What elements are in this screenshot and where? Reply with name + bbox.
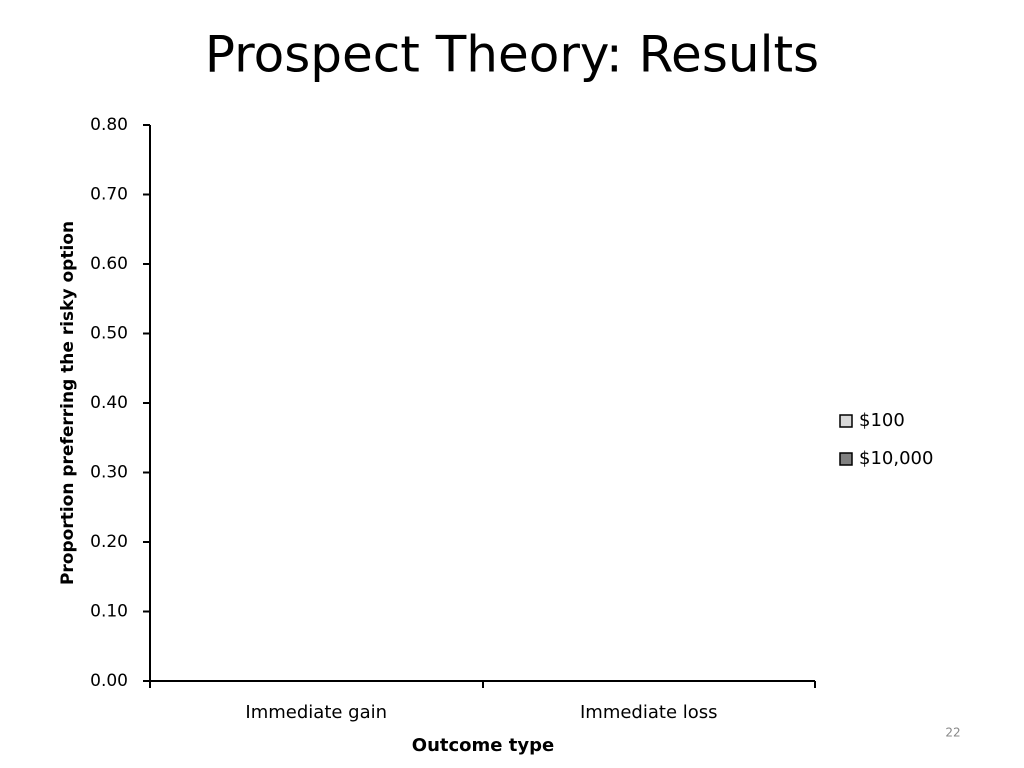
x-axis-label: Outcome type	[412, 735, 554, 756]
y-tick-label: 0.10	[90, 602, 128, 622]
y-axis-label: Proportion preferring the risky option	[58, 221, 78, 585]
y-tick-label: 0.30	[90, 463, 128, 483]
legend-swatch	[839, 452, 853, 466]
y-tick-label: 0.20	[90, 532, 128, 552]
y-tick-label: 0.70	[90, 185, 128, 205]
x-tick-label: Immediate gain	[245, 702, 387, 723]
y-tick-label: 0.40	[90, 393, 128, 413]
y-tick-label: 0.60	[90, 254, 128, 274]
y-tick-label: 0.50	[90, 324, 128, 344]
legend-swatch	[839, 414, 853, 428]
slide-number: 22	[945, 726, 960, 740]
y-tick-label: 0.00	[90, 671, 128, 691]
legend-label: $100	[859, 410, 905, 431]
x-tick-label: Immediate loss	[580, 702, 718, 723]
legend-label: $10,000	[859, 448, 933, 469]
y-tick-label: 0.80	[90, 115, 128, 135]
chart-title: Prospect Theory: Results	[205, 26, 819, 84]
